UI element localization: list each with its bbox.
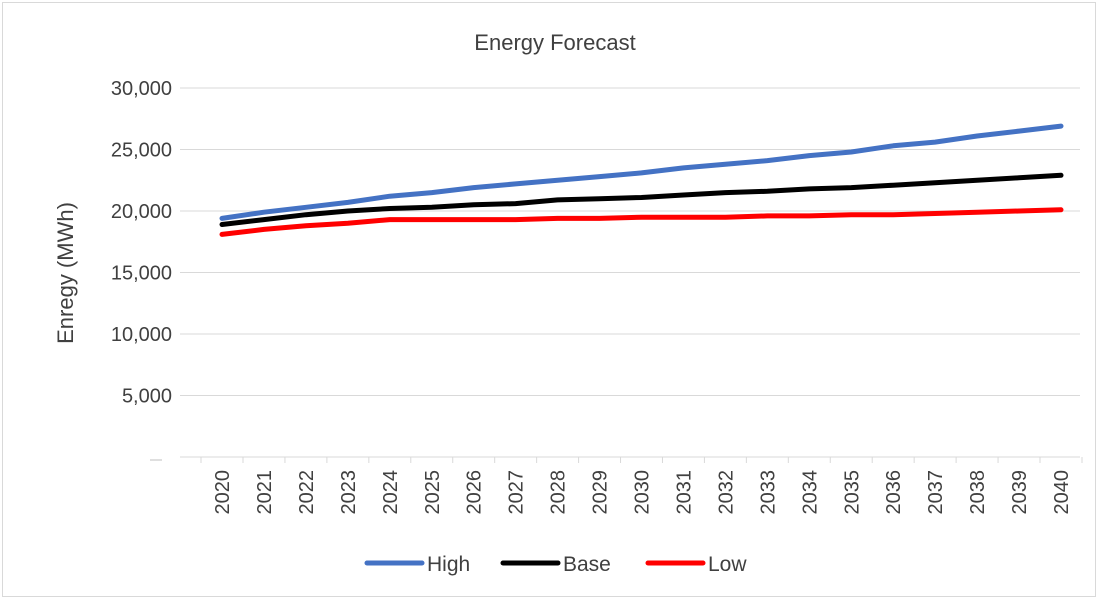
x-tick-labels: 2020 2021 2022 2023 2024 2025 2026 2027 2028 2029… [212,470,1073,515]
x-tick-label: 2022 [296,470,318,515]
x-tick-label: 2029 [590,470,612,515]
series-line-base [219,172,1064,227]
x-tick-label: 2020 [212,470,234,515]
legend-label-high: High [427,553,470,576]
x-tick-label: 2030 [632,470,654,515]
y-tick-label: 30,000 [111,78,172,100]
y-tick-label: 25,000 [111,140,172,162]
y-tick-labels: 5,000 10,000 15,000 20,000 25,000 30,000 [111,78,172,461]
x-tick-label: 2040 [1051,470,1073,515]
x-tick-label: 2021 [254,470,276,515]
series-lines [219,123,1064,237]
x-tick-label: 2031 [673,470,695,515]
y-tick-label: 15,000 [111,263,172,285]
x-tick-label: 2034 [799,470,821,515]
x-tick-label: 2023 [338,470,360,515]
y-tick-label: 10,000 [111,324,172,346]
legend-label-low: Low [708,553,747,576]
x-tick-label: 2024 [380,470,402,515]
y-tick-label: 5,000 [122,386,172,408]
legend: High Base Low [364,553,747,576]
y-tick-label: 20,000 [111,201,172,223]
x-tick-label: 2027 [506,470,528,515]
x-tick-label: 2035 [841,470,863,515]
x-tick-label: 2032 [715,470,737,515]
grid-lines [180,87,1083,463]
x-tick-label: 2038 [967,470,989,515]
chart-title: Energy Forecast [474,30,635,55]
x-tick-label: 2025 [422,470,444,515]
legend-label-base: Base [563,553,611,576]
x-tick-label: 2039 [1009,470,1031,515]
series-line-low [219,207,1064,237]
x-tick-label: 2036 [883,470,905,515]
x-tick-label: 2037 [925,470,947,515]
series-line-high [219,123,1064,221]
y-axis-label: Enregy (MWh) [53,202,78,344]
x-tick-label: 2028 [548,470,570,515]
x-tick-label: 2026 [464,470,486,515]
x-tick-label: 2033 [757,470,779,515]
